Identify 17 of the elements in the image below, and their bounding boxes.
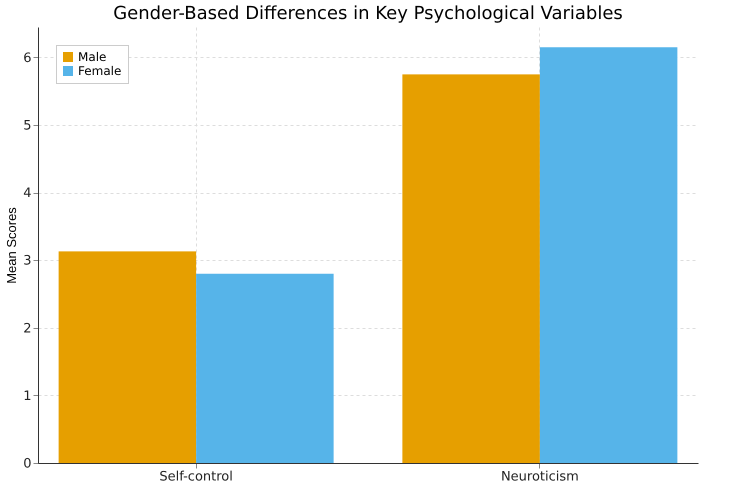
bar [402,74,540,463]
x-tick-label: Self-control [159,470,233,484]
bar [196,274,334,463]
y-tick-label: 0 [23,456,32,472]
x-tick-label: Neuroticism [500,470,579,484]
bar [58,251,196,463]
y-tick-label: 6 [23,50,32,66]
legend-label: Female [78,64,122,78]
y-axis-title: Mean Scores [4,206,20,284]
y-tick-label: 5 [23,118,32,134]
y-tick-label: 4 [23,186,32,202]
bar [540,47,678,463]
y-tick-label: 2 [23,321,32,336]
legend-label: Male [78,50,106,64]
chart-title: Gender-Based Differences in Key Psychological Variables [113,3,623,24]
y-tick-label: 3 [23,254,32,269]
y-tick-label: 1 [23,388,32,404]
